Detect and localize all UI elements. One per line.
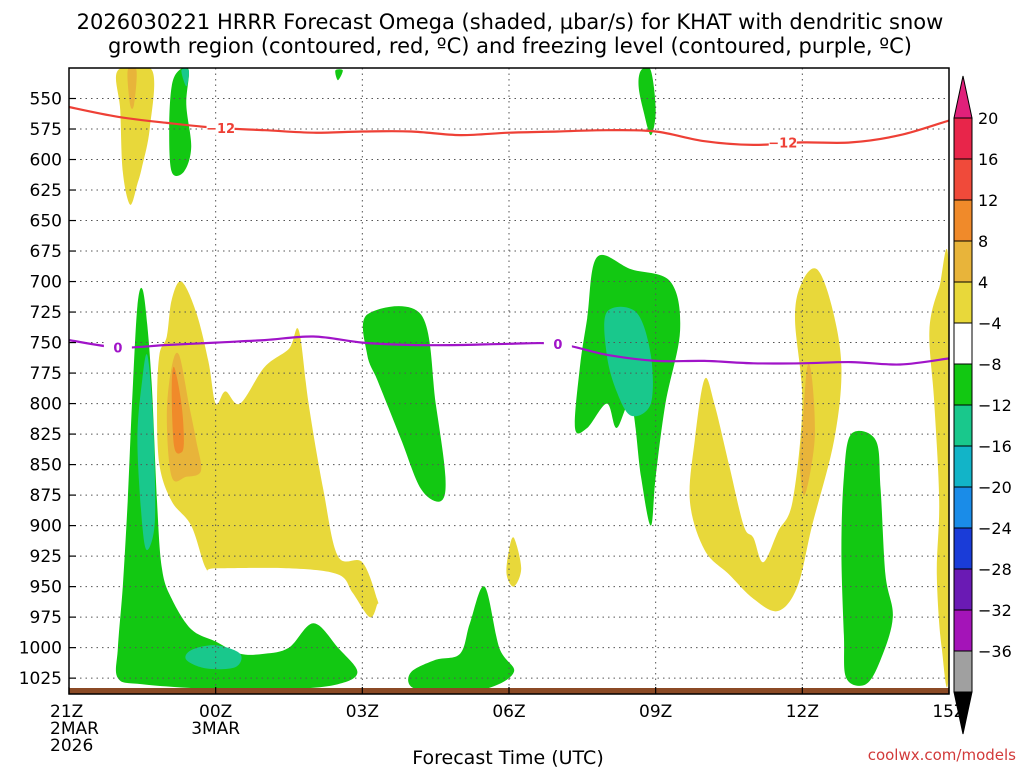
y-tick-label-650: 650: [30, 212, 62, 232]
grid-lines: [69, 68, 949, 694]
x-tick-label-03Z-1: 03Z: [346, 702, 379, 722]
colorbar-swatch: [953, 568, 973, 611]
freezing-level-contour-label: 0: [553, 338, 562, 353]
dgz-contour-label: −12: [768, 136, 797, 151]
chart-title-line1: 2026030221 HRRR Forecast Omega (shaded, …: [77, 10, 944, 34]
shaded-region-omega-upward-4: [115, 287, 358, 690]
freezing-level-contour-label: 0: [113, 341, 122, 356]
freezing-level-contour-label-bg: [543, 335, 572, 351]
colorbar-label: −32: [978, 601, 1012, 620]
colorbar-swatch: [953, 445, 973, 488]
y-tick-label-700: 700: [30, 273, 62, 293]
shaded-region-omega-upward-4: [362, 306, 446, 502]
credit-text: coolwx.com/models: [868, 746, 1016, 764]
colorbar-swatch: [953, 281, 973, 324]
colorbar-label: −8: [978, 355, 1002, 374]
shaded-region-omega-upward-8b: [185, 645, 242, 670]
colorbar-swatch: [953, 240, 973, 283]
y-tick-label-1000: 1000: [19, 639, 62, 659]
shaded-region-omega-upward-4: [841, 430, 893, 686]
x-tick-label-12Z-1: 12Z: [786, 702, 819, 722]
x-tick-label-21Z-2: 2MAR: [50, 719, 99, 739]
shaded-region-omega-downward-4: [115, 68, 155, 205]
colorbar-label: −28: [978, 560, 1012, 579]
y-tick-label-1025: 1025: [19, 669, 62, 689]
colorbar-swatch: [953, 486, 973, 529]
shaded-region-omega-downward-4: [689, 268, 842, 612]
colorbar-label: 16: [978, 150, 998, 169]
shaded-region-omega-upward-4: [638, 68, 656, 136]
colorbar-swatch: [953, 527, 973, 570]
chart-title-line2: growth region (contoured, red, ºC) and f…: [108, 34, 912, 58]
y-tick-label-625: 625: [30, 181, 62, 201]
colorbar-swatch: [953, 363, 973, 406]
freezing-level-contour-label-bg: [103, 339, 132, 355]
x-tick-label-00Z-1: 00Z: [199, 702, 232, 722]
colorbar-label: −4: [978, 314, 1002, 333]
omega-shading: [115, 68, 949, 690]
colorbar-swatch: [953, 117, 973, 160]
y-tick-label-950: 950: [30, 578, 62, 598]
freezing-level-contour-line: [69, 335, 949, 366]
shaded-region-omega-upward-8: [137, 354, 156, 550]
y-tick-label-875: 875: [30, 486, 62, 506]
colorbar-label: 4: [978, 273, 988, 292]
y-tick-label-550: 550: [30, 90, 62, 110]
dgz-contour-label-bg: [206, 119, 235, 135]
shaded-region-omega-upward-4: [169, 68, 192, 176]
dgz-contour-label: −12: [206, 122, 235, 137]
y-tick-label-850: 850: [30, 456, 62, 476]
y-tick-label-775: 775: [30, 364, 62, 384]
colorbar-swatch: [953, 199, 973, 242]
y-tick-label-900: 900: [30, 517, 62, 537]
colorbar-label: −12: [978, 396, 1012, 415]
x-tick-label-06Z-1: 06Z: [492, 702, 525, 722]
colorbar-bottom-arrow: [953, 691, 973, 735]
y-tick-label-825: 825: [30, 425, 62, 445]
y-tick-label-575: 575: [30, 120, 62, 140]
colorbar-swatch: [953, 650, 973, 693]
colorbar-label: −36: [978, 642, 1012, 661]
y-tick-label-675: 675: [30, 242, 62, 262]
x-axis-label: Forecast Time (UTC): [412, 747, 603, 768]
shaded-region-omega-downward-12: [171, 366, 184, 454]
x-tick-label-21Z-1: 21Z: [50, 702, 83, 722]
y-axis: 550 575 600 625 650 675 700 725 750 775 800 825 850 8…: [19, 90, 76, 689]
colorbar-label: −16: [978, 437, 1012, 456]
colorbar-label: −20: [978, 478, 1012, 497]
shaded-region-omega-downward-4: [506, 537, 522, 587]
shaded-region-omega-upward-4: [335, 69, 343, 81]
x-tick-label-00Z-2: 3MAR: [191, 719, 240, 739]
y-tick-label-750: 750: [30, 334, 62, 354]
colorbar: 20 16 12 8 4 −4 −8 −12 −16 −20 −24 −28 −32 −36: [953, 75, 1012, 735]
y-tick-label-925: 925: [30, 547, 62, 567]
colorbar-label: −24: [978, 519, 1012, 538]
shaded-region-omega-downward-8: [799, 363, 815, 496]
y-tick-label-725: 725: [30, 303, 62, 323]
colorbar-label: 20: [978, 109, 998, 128]
colorbar-label: 12: [978, 191, 998, 210]
y-tick-label-800: 800: [30, 395, 62, 415]
x-tick-label-09Z-1: 09Z: [639, 702, 672, 722]
contour-lines: −12 −12 0 0: [69, 105, 949, 366]
shaded-region-omega-upward-8: [181, 68, 189, 87]
colorbar-swatch: [953, 158, 973, 201]
y-tick-label-600: 600: [30, 151, 62, 171]
colorbar-swatch: [953, 322, 973, 365]
shaded-region-omega-upward-8: [604, 306, 653, 417]
colorbar-label: 8: [978, 232, 988, 251]
colorbar-swatch: [953, 609, 973, 652]
dgz-contour-label-bg: [768, 134, 797, 150]
colorbar-swatch: [953, 404, 973, 447]
shaded-region-omega-upward-4: [408, 586, 515, 690]
y-tick-label-975: 975: [30, 608, 62, 628]
x-tick-label-21Z-3: 2026: [50, 736, 93, 756]
shaded-region-omega-downward-4: [157, 281, 379, 618]
